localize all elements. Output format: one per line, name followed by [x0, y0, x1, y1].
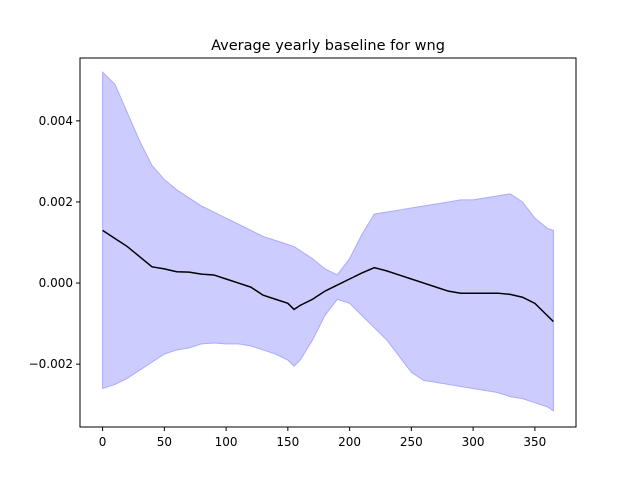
y-tick-label: −0.002 — [29, 357, 73, 371]
y-tick-label: 0.002 — [39, 195, 73, 209]
x-axis: 0 50 100 150 200 250 300 350 — [99, 427, 546, 449]
x-tick-label: 100 — [215, 435, 238, 449]
chart-title: Average yearly baseline for wng — [211, 38, 445, 54]
y-axis: −0.002 0.000 0.002 0.004 — [29, 114, 80, 371]
confidence-band — [102, 70, 554, 412]
y-tick-label: 0.000 — [39, 276, 73, 290]
x-tick-label: 0 — [99, 435, 107, 449]
x-tick-label: 250 — [400, 435, 423, 449]
plot-area — [102, 70, 554, 412]
x-tick-label: 300 — [462, 435, 485, 449]
axes-frame — [79, 57, 577, 428]
y-tick-label: 0.004 — [39, 114, 73, 128]
x-tick-label: 350 — [523, 435, 546, 449]
x-tick-label: 50 — [157, 435, 172, 449]
mean-line — [102, 229, 554, 323]
x-tick-label: 200 — [338, 435, 361, 449]
x-tick-label: 150 — [276, 435, 299, 449]
